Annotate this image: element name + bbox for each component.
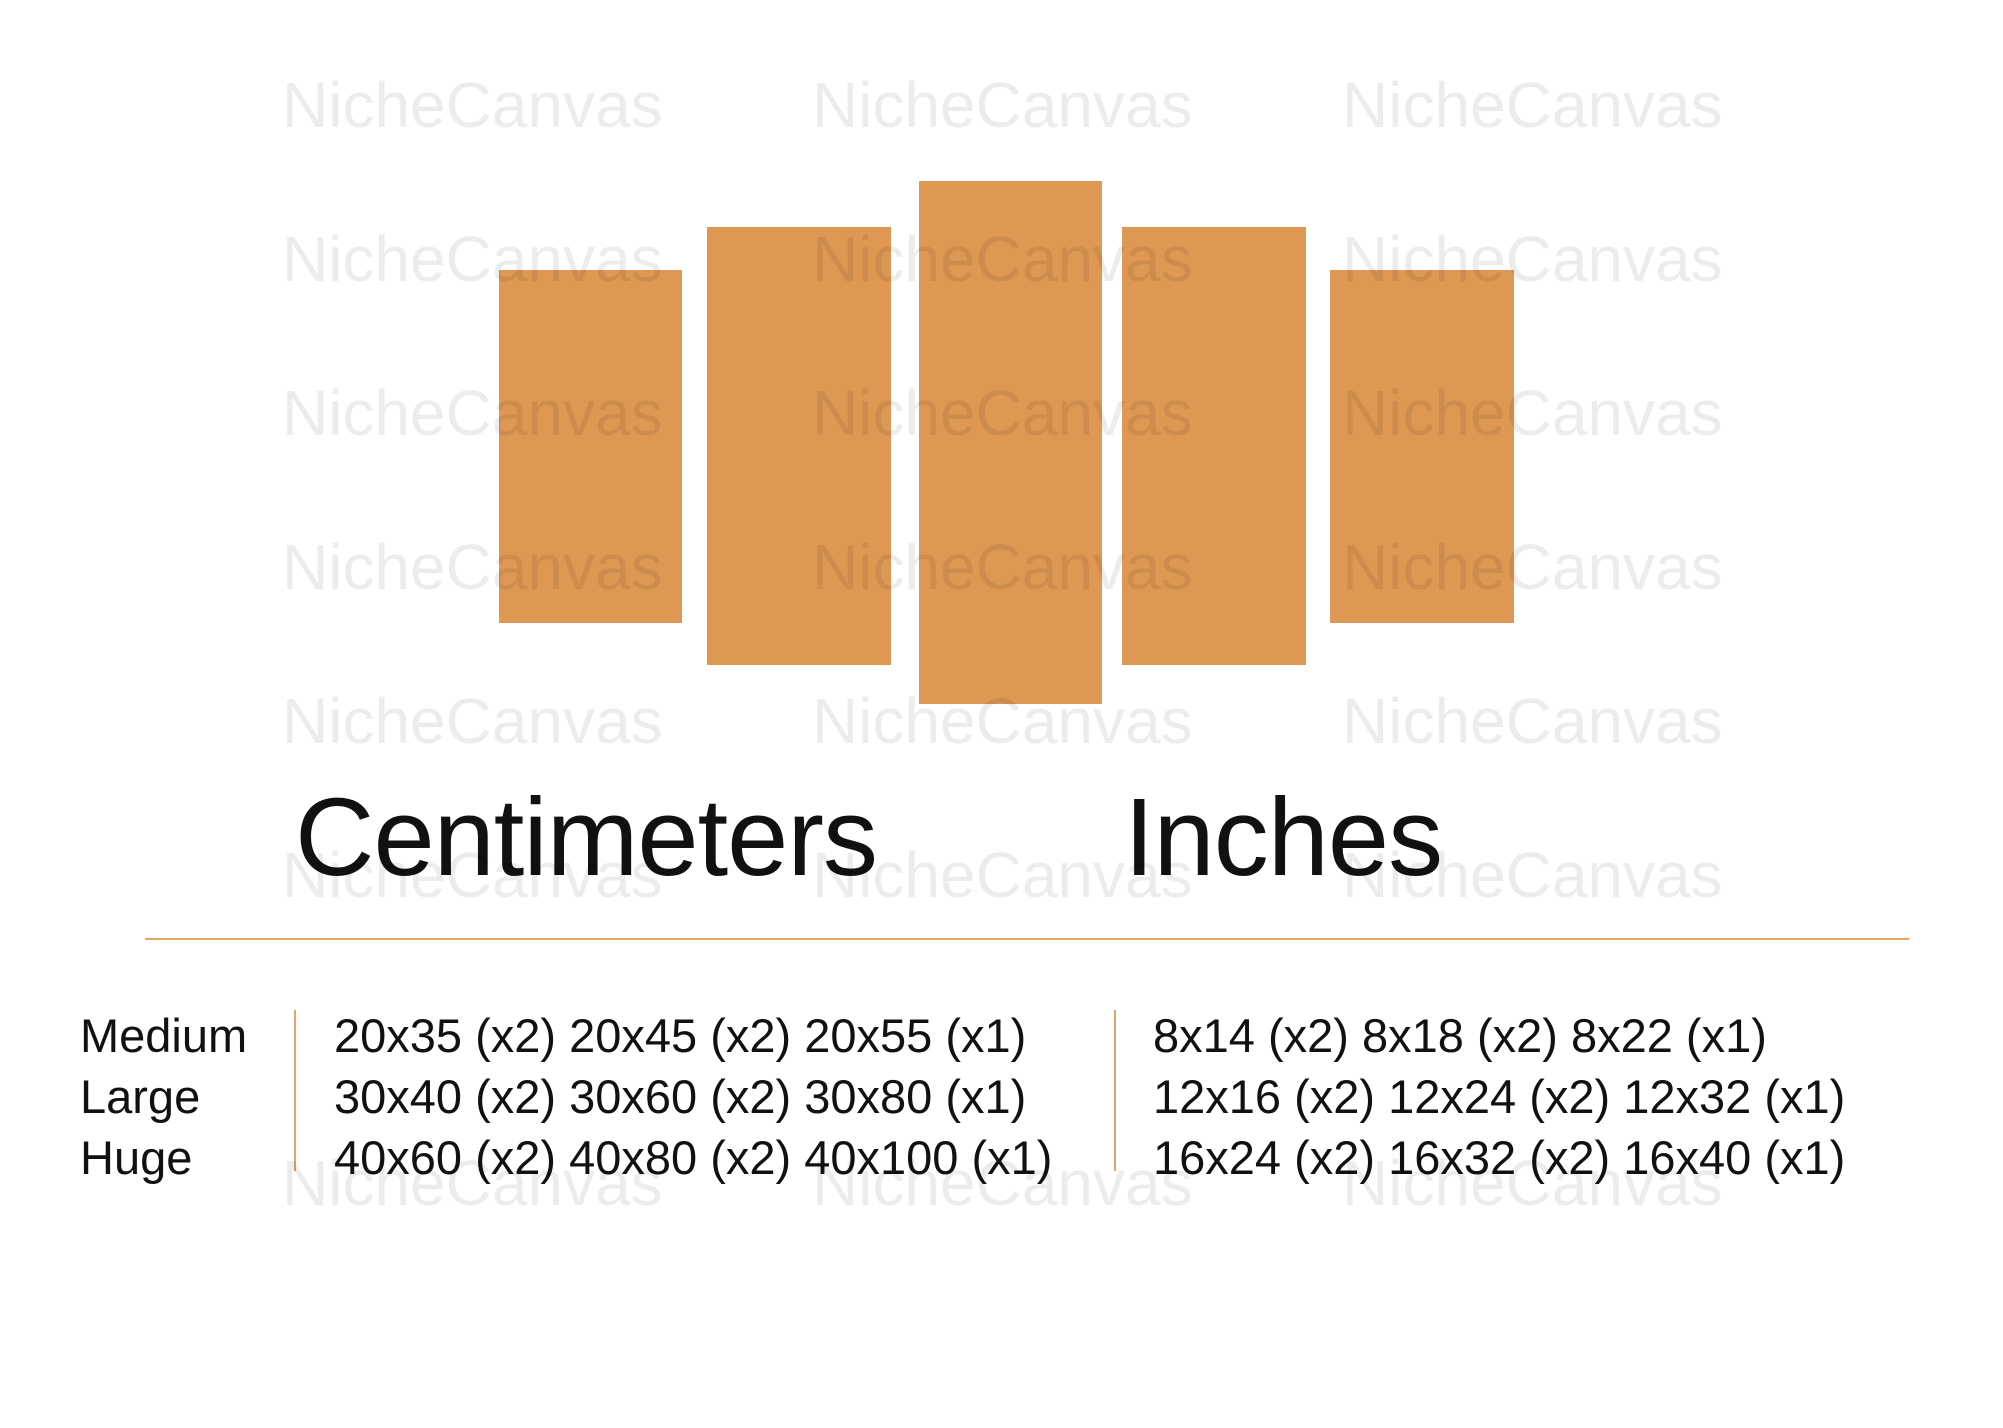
cm-sizes: 20x35 (x2) 20x45 (x2) 20x55 (x1) 30x40 (… (334, 1005, 1052, 1188)
canvas-panel-5 (1330, 270, 1514, 623)
column-divider-2 (1114, 1010, 1116, 1171)
watermark-text: NicheCanvas (1342, 69, 1723, 141)
inch-size-row: 16x24 (x2) 16x32 (x2) 16x40 (x1) (1153, 1131, 1846, 1184)
inch-size-row: 12x16 (x2) 12x24 (x2) 12x32 (x1) (1153, 1070, 1846, 1123)
canvas-panel-2 (707, 227, 891, 665)
watermark-text: NicheCanvas (282, 685, 663, 757)
canvas-panel-4 (1122, 227, 1306, 665)
watermark-text: NicheCanvas (812, 69, 1193, 141)
inch-sizes: 8x14 (x2) 8x18 (x2) 8x22 (x1) 12x16 (x2)… (1153, 1005, 1845, 1188)
size-label: Huge (80, 1131, 193, 1184)
divider-line (145, 938, 1909, 940)
column-divider-1 (294, 1010, 296, 1171)
canvas-panel-1 (499, 270, 682, 623)
inch-size-row: 8x14 (x2) 8x18 (x2) 8x22 (x1) (1153, 1009, 1767, 1062)
heading-inches: Inches (1124, 776, 1443, 899)
watermark-text: NicheCanvas (1342, 685, 1723, 757)
size-label: Medium (80, 1009, 248, 1062)
size-labels: Medium Large Huge (80, 1005, 247, 1188)
size-label: Large (80, 1070, 201, 1123)
cm-size-row: 30x40 (x2) 30x60 (x2) 30x80 (x1) (334, 1070, 1027, 1123)
heading-centimeters: Centimeters (295, 776, 878, 899)
watermark-text: NicheCanvas (282, 69, 663, 141)
cm-size-row: 40x60 (x2) 40x80 (x2) 40x100 (x1) (334, 1131, 1053, 1184)
cm-size-row: 20x35 (x2) 20x45 (x2) 20x55 (x1) (334, 1009, 1027, 1062)
canvas-panel-3 (919, 181, 1102, 704)
